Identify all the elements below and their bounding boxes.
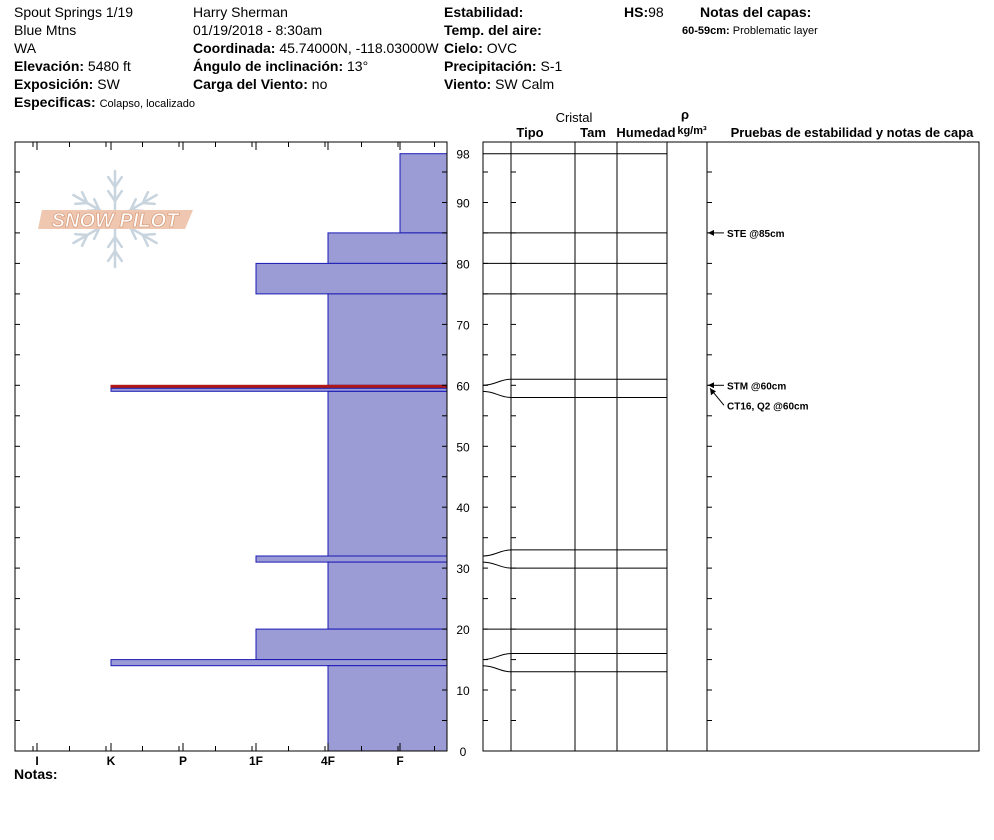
hardness-tick-label: F [396,754,403,768]
depth-tick-label: 0 [460,745,467,759]
stability-tests: STE @85cm STM @60cm CT16, Q2 @60cm [708,229,809,412]
test-label: STM @60cm [727,381,786,392]
depth-tick-label: 70 [456,318,470,332]
specifics-label: Especificas: [14,94,96,110]
layer-note-range: 60-59cm: [682,25,730,37]
precip-row: Precipitación: S-1 [444,57,562,75]
col-rho: ρ [681,107,689,122]
test-label: CT16, Q2 @60cm [727,401,809,412]
layer-line [482,665,667,673]
hs-value: 98 [648,4,664,20]
aspect-label: Exposición: [14,76,94,92]
depth-tick-label: 90 [456,197,470,211]
hardness-tick-label: 4F [321,754,335,768]
sky-label: Cielo: [444,40,483,56]
col-cristal: Cristal [556,110,593,125]
air-temp-label: Temp. del aire: [444,22,542,38]
layer-lines [482,153,667,673]
hardness-bar [255,262,448,295]
hardness-bar [327,232,448,264]
hardness-bar [399,153,448,234]
slope-value: 13° [347,58,369,74]
col-tests: Pruebas de estabilidad y notas de capa [731,125,975,140]
snowpilot-logo: SNOW PILOT [38,169,193,269]
coordinate-row: Coordinada: 45.74000N, -118.03000W [193,39,439,57]
elevation-row: Elevación: 5480 ft [14,57,131,75]
wind-row: Viento: SW Calm [444,75,554,93]
hardness-axis-ticks [15,142,447,752]
state: WA [14,40,37,56]
coordinate-label: Coordinada: [193,40,276,56]
crystal-table: Cristal Tipo Tam Humedad ρ kg/m³ Pruebas… [482,107,980,752]
layer-note-text: Problematic layer [732,25,818,37]
depth-tick-label: 60 [456,379,470,393]
specifics-row: Especificas: Colapso, localizado [14,93,195,113]
hs-row: HS:98 [624,3,664,21]
layer-line [482,390,667,398]
col-density-unit: kg/m³ [677,125,707,137]
wind-value: SW Calm [495,76,555,92]
layer-line [482,378,667,386]
depth-tick-label: 10 [456,684,470,698]
hardness-bar [110,659,448,667]
hardness-tick-label: 1F [249,754,263,768]
depth-tick-label: 50 [456,440,470,454]
precip-value: S-1 [540,58,563,74]
aspect-value: SW [97,76,120,92]
hardness-bar [255,628,448,661]
mountain-range: Blue Mtns [14,22,77,38]
layer-line [482,549,667,557]
hardness-tick-label: P [179,754,187,768]
hardness-bar [327,561,448,630]
hardness-bar [327,390,448,557]
depth-tick-label: 80 [456,257,470,271]
col-tam: Tam [580,125,606,140]
aspect-row: Exposición: SW [14,75,120,93]
hardness-tick-label: K [107,754,116,768]
sky-row: Cielo: OVC [444,39,517,57]
air-temp-row: Temp. del aire: [444,21,542,39]
elevation-value: 5480 ft [87,58,131,74]
depth-tick-label: 30 [456,562,470,576]
col-humedad: Humedad [616,125,675,140]
depth-tick-label: 40 [456,501,470,515]
location-title: Spout Springs 1/19 [14,4,134,20]
sky-value: OVC [486,40,518,56]
layer-line [482,561,667,569]
date-time: 01/19/2018 - 8:30am [193,22,323,38]
stability-row: Estabilidad: [444,3,523,21]
hardness-bars [110,153,448,752]
depth-tick-label: 20 [456,623,470,637]
hardness-axis: I K P 1F 4F F [35,754,403,768]
precip-label: Precipitación: [444,58,537,74]
notes-label: Notas: [14,766,58,782]
layer-note: 60-59cm: Problematic layer [682,22,818,40]
depth-axis: 0 10 20 30 40 50 60 70 80 90 98 [456,148,470,759]
layer-notes-title: Notas del capas: [700,4,812,20]
wind-load-label: Carga del Viento: [193,76,308,92]
hs-label: HS: [624,4,649,20]
stability-label: Estabilidad: [444,4,524,20]
depth-tick-label: 98 [456,148,470,162]
observer: Harry Sherman [193,4,288,20]
wind-load-value: no [311,76,328,92]
hardness-bar [327,665,448,752]
wind-load-row: Carga del Viento: no [193,75,327,93]
test-label: STE @85cm [727,229,785,240]
logo-text: SNOW PILOT [52,210,180,232]
slope-row: Ángulo de inclinación: 13° [193,57,368,75]
specifics-value: Colapso, localizado [99,98,195,110]
hardness-bar [110,387,448,392]
elevation-label: Elevación: [14,58,85,74]
hardness-bar [327,293,448,386]
col-tipo: Tipo [516,125,543,140]
slope-label: Ángulo de inclinación: [193,58,344,74]
hardness-bar [255,555,448,563]
hardness-tick-label: I [35,754,38,768]
wind-label: Viento: [444,76,492,92]
coordinate-value: 45.74000N, -118.03000W [279,40,439,56]
layer-line [482,653,667,661]
